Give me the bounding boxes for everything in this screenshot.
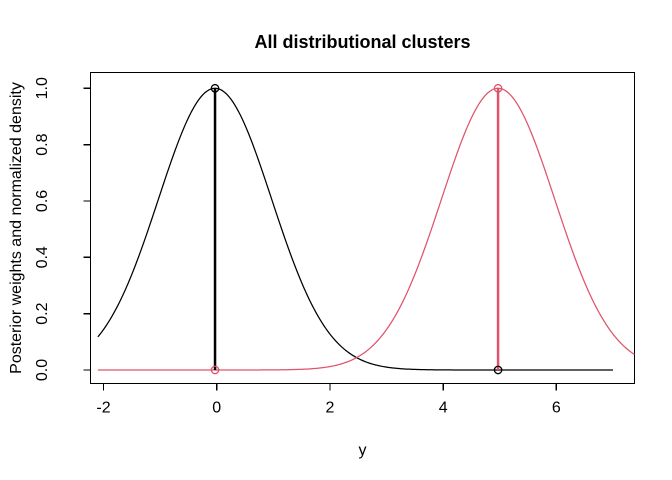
weight-point-marker <box>210 365 220 375</box>
weight-point-marker <box>493 365 503 375</box>
y-tick-label: 0.2 <box>34 302 51 324</box>
y-tick-label: 0.6 <box>34 190 51 212</box>
y-tick-label: 0.0 <box>34 359 51 381</box>
y-tick-label: 1.0 <box>34 77 51 99</box>
weight-point-marker <box>210 83 220 93</box>
weight-point-marker <box>493 83 503 93</box>
x-tick-label: 6 <box>552 400 561 417</box>
plot-title: All distributional clusters <box>254 32 471 52</box>
density-curve <box>97 87 635 371</box>
x-tick-label: 2 <box>325 400 334 417</box>
plot-frame <box>89 71 636 385</box>
x-tick-label: 0 <box>212 400 221 417</box>
y-tick-label: 0.4 <box>34 246 51 268</box>
x-tick-label: 4 <box>439 400 448 417</box>
y-tick-label: 0.8 <box>34 133 51 155</box>
x-tick-label: -2 <box>96 400 110 417</box>
density-curve <box>97 87 613 371</box>
x-axis-label: y <box>358 442 367 459</box>
